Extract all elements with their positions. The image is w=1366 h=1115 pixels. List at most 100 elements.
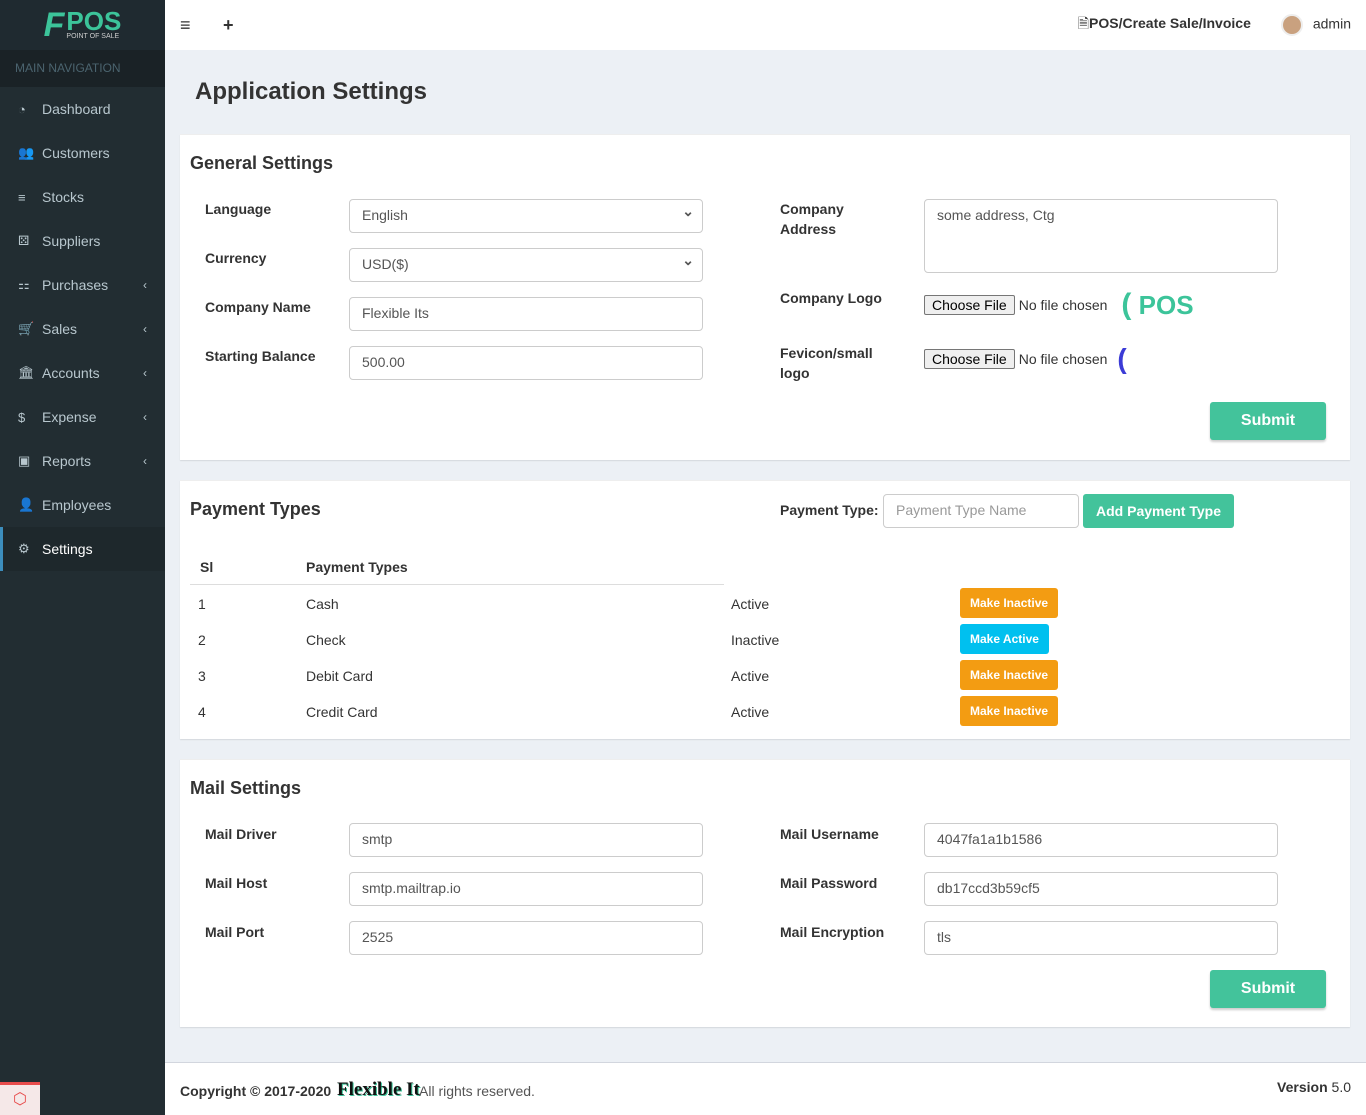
- starting-balance-label: Starting Balance: [205, 348, 316, 364]
- sidebar-item-suppliers[interactable]: ⚄ Suppliers: [0, 219, 165, 263]
- list-icon: ≡: [18, 189, 26, 205]
- mail-port-input[interactable]: 2525: [349, 921, 703, 955]
- language-select[interactable]: English: [349, 199, 703, 233]
- payment-type-label: Payment Type:: [780, 502, 879, 518]
- mail-submit-button[interactable]: Submit: [1210, 970, 1326, 1008]
- mail-encryption-input[interactable]: tls: [924, 921, 1278, 955]
- row-sl: 3: [198, 668, 206, 684]
- toggle-status-button[interactable]: Make Active: [960, 624, 1049, 654]
- sidebar-item-purchases[interactable]: ⚏ Purchases ‹: [0, 263, 165, 307]
- footer: Copyright © 2017-2020 Flexible It All ri…: [165, 1062, 1366, 1115]
- chevron-left-icon: ‹: [143, 322, 147, 336]
- toggle-status-button[interactable]: Make Inactive: [960, 696, 1059, 726]
- company-address-textarea[interactable]: some address, Ctg: [924, 199, 1278, 273]
- breadcrumb[interactable]: 🗎POS/Create Sale/Invoice: [1078, 13, 1251, 37]
- toggle-status-button[interactable]: Make Inactive: [960, 588, 1059, 618]
- dollar-icon: $: [18, 409, 26, 425]
- breadcrumb-text: POS/Create Sale/Invoice: [1089, 15, 1251, 31]
- mail-port-label: Mail Port: [205, 924, 265, 940]
- sidebar-item-label: Reports: [42, 453, 92, 469]
- mail-username-label: Mail Username: [780, 826, 879, 842]
- mail-encryption-label: Mail Encryption: [780, 924, 885, 940]
- mail-driver-label: Mail Driver: [205, 826, 277, 842]
- choose-file-button[interactable]: Choose File: [924, 349, 1015, 369]
- sidebar-item-label: Sales: [42, 321, 78, 337]
- logo-mark-icon: F: [43, 5, 65, 44]
- menu-toggle-icon[interactable]: ≡: [180, 14, 191, 35]
- sidebar-item-settings[interactable]: ⚙ Settings: [0, 527, 165, 571]
- brand-logo[interactable]: Flexible It: [337, 1079, 420, 1100]
- logo[interactable]: F POS POINT OF SALE: [0, 0, 165, 50]
- company-address-label: Company Address: [780, 201, 844, 237]
- favicon-label: Fevicon/small logo: [780, 345, 873, 381]
- general-settings-box: General Settings Language English Curren…: [180, 134, 1350, 460]
- general-submit-button[interactable]: Submit: [1210, 402, 1326, 440]
- mail-settings-box: Mail Settings Mail Driver smtp Mail Host…: [180, 759, 1350, 1027]
- chevron-left-icon: ‹: [143, 454, 147, 468]
- user-icon: 👤: [18, 497, 35, 512]
- sidebar-item-label: Accounts: [42, 365, 100, 381]
- sidebar-item-label: Employees: [42, 497, 112, 513]
- currency-select[interactable]: USD($): [349, 248, 703, 282]
- sidebar-item-employees[interactable]: 👤 Employees: [0, 483, 165, 527]
- row-status: Active: [731, 668, 770, 684]
- starting-balance-input[interactable]: 500.00: [349, 346, 703, 380]
- mail-password-input[interactable]: db17ccd3b59cf5: [924, 872, 1278, 906]
- row-name: Debit Card: [306, 668, 373, 684]
- cart-icon: 🛒: [18, 321, 35, 336]
- currency-value: USD($): [362, 256, 409, 272]
- file-status: No file chosen: [1018, 351, 1108, 367]
- sidebar-item-label: Purchases: [42, 277, 109, 293]
- mail-host-label: Mail Host: [205, 875, 268, 891]
- sitemap-icon: ⚏: [18, 277, 30, 292]
- language-value: English: [362, 207, 408, 223]
- company-logo-file[interactable]: Choose File No file chosen ( POS: [924, 288, 1194, 322]
- version: Version 5.0: [1277, 1079, 1351, 1095]
- section-title: General Settings: [190, 153, 334, 173]
- row-status: Active: [731, 704, 770, 720]
- row-sl: 4: [198, 704, 206, 720]
- user-menu[interactable]: admin: [1280, 14, 1351, 36]
- mail-driver-input[interactable]: smtp: [349, 823, 703, 857]
- choose-file-button[interactable]: Choose File: [924, 295, 1015, 315]
- sidebar-item-stocks[interactable]: ≡ Stocks: [0, 175, 165, 219]
- row-status: Inactive: [731, 632, 780, 648]
- nav-header: MAIN NAVIGATION: [0, 50, 165, 87]
- row-status: Active: [731, 596, 770, 612]
- topbar: ≡ + 🗎POS/Create Sale/Invoice admin: [165, 0, 1366, 50]
- payment-type-input[interactable]: Payment Type Name: [883, 494, 1079, 528]
- mail-username-input[interactable]: 4047fa1a1b1586: [924, 823, 1278, 857]
- language-label: Language: [205, 201, 272, 217]
- row-name: Check: [306, 632, 346, 648]
- page-title: Application Settings: [195, 78, 428, 105]
- favicon-file[interactable]: Choose File No file chosen (: [924, 343, 1127, 375]
- sidebar-item-expense[interactable]: $ Expense ‹: [0, 395, 165, 439]
- column-header-payment-types: Payment Types: [306, 559, 408, 575]
- mail-host-input[interactable]: smtp.mailtrap.io: [349, 872, 703, 906]
- sidebar: F POS POINT OF SALE MAIN NAVIGATION ◔ Dash…: [0, 0, 165, 1115]
- rights-text: All rights reserved.: [419, 1083, 535, 1099]
- logo-subtext: POINT OF SALE: [66, 33, 120, 40]
- cubes-icon: ⚄: [18, 233, 30, 248]
- logo-preview: ( POS: [1121, 288, 1194, 321]
- add-icon[interactable]: +: [223, 14, 234, 35]
- row-sl: 1: [198, 596, 206, 612]
- document-icon: 🗎: [1077, 15, 1089, 31]
- copyright-text: Copyright © 2017-2020: [180, 1083, 332, 1099]
- sidebar-item-sales[interactable]: 🛒 Sales ‹: [0, 307, 165, 351]
- mail-password-label: Mail Password: [780, 875, 878, 891]
- company-name-input[interactable]: Flexible Its: [349, 297, 703, 331]
- currency-label: Currency: [205, 250, 267, 266]
- company-name-label: Company Name: [205, 299, 311, 315]
- add-payment-type-button[interactable]: Add Payment Type: [1083, 494, 1234, 528]
- laravel-icon[interactable]: ⬡: [0, 1082, 40, 1115]
- file-status: No file chosen: [1018, 297, 1108, 313]
- sidebar-item-label: Expense: [42, 409, 97, 425]
- sidebar-item-dashboard[interactable]: ◔ Dashboard: [0, 87, 165, 131]
- chevron-left-icon: ‹: [143, 278, 147, 292]
- sidebar-item-reports[interactable]: ▣ Reports ‹: [0, 439, 165, 483]
- sidebar-item-customers[interactable]: 👥 Customers: [0, 131, 165, 175]
- toggle-status-button[interactable]: Make Inactive: [960, 660, 1059, 690]
- sidebar-item-accounts[interactable]: 🏛 Accounts ‹: [0, 351, 165, 395]
- chevron-left-icon: ‹: [143, 410, 147, 424]
